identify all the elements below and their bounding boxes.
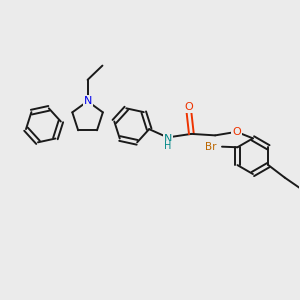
Text: N: N [83, 96, 92, 106]
Text: O: O [232, 127, 241, 137]
Text: Br: Br [205, 142, 217, 152]
Text: H: H [164, 141, 171, 152]
Text: N: N [164, 134, 172, 144]
Text: O: O [184, 102, 194, 112]
